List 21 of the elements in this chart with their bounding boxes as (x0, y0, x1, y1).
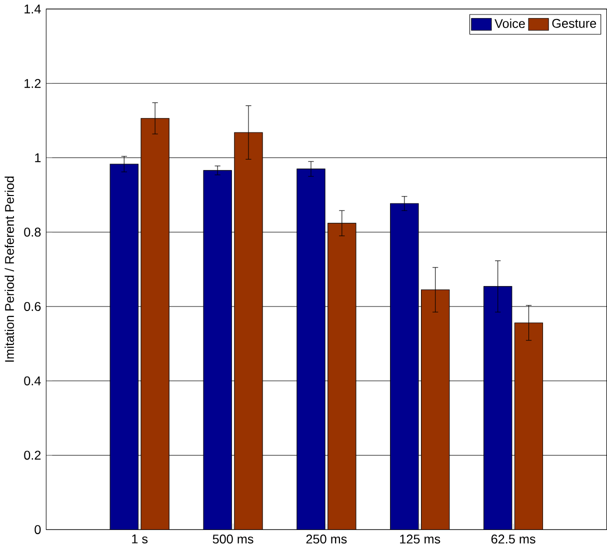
legend-label: Gesture (552, 18, 596, 28)
x-tick-label: 1 s (132, 534, 148, 544)
y-tick-label: 0.6 (24, 302, 41, 311)
y-tick-label: 0 (34, 525, 41, 534)
y-tick-label: 1 (35, 153, 41, 162)
bar (110, 164, 138, 530)
y-tick-label: 0.2 (24, 450, 41, 460)
y-axis-title: Imitation Period / Referent Period (4, 176, 14, 362)
x-tick-label: 62.5 ms (491, 534, 536, 544)
x-tick-label: 250 ms (306, 534, 347, 544)
y-tick-label: 1.4 (24, 4, 41, 14)
x-tick-label: 500 ms (212, 534, 254, 544)
y-tick-label: 0.4 (24, 376, 41, 386)
y-tick-label: 1.2 (24, 78, 41, 88)
bar (390, 203, 419, 530)
bar (203, 170, 232, 530)
bar (296, 168, 326, 530)
bar (484, 286, 512, 530)
y-tick-label: 0.8 (24, 228, 41, 237)
x-tick-label: 125 ms (400, 534, 440, 544)
legend-label: Voice (494, 18, 525, 28)
